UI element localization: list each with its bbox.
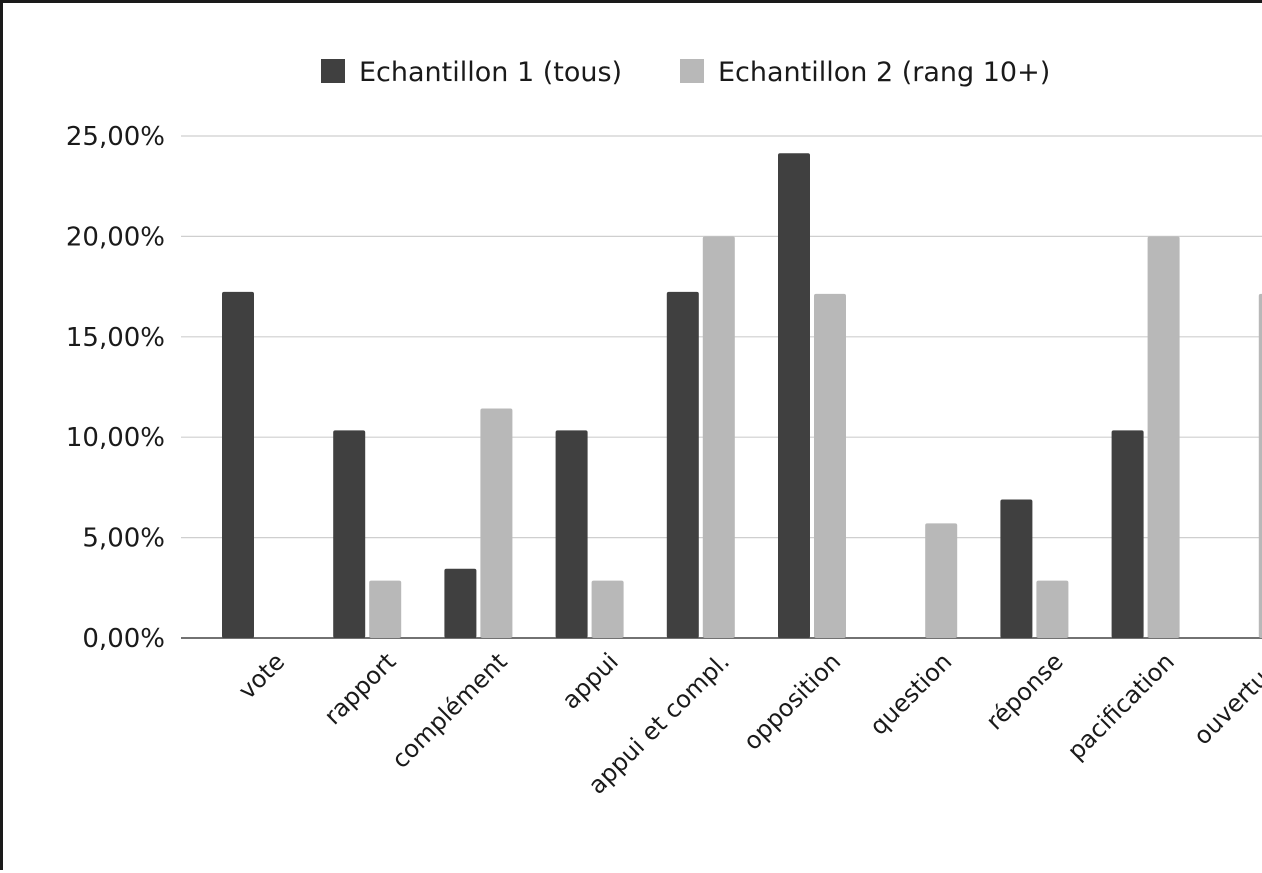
bar-series-1 — [444, 568, 477, 638]
x-tick-label: réponse — [981, 647, 1069, 735]
bar-chart: 0,00%5,00%10,00%15,00%20,00%25,00% vote r… — [66, 57, 1262, 800]
bar-series-2 — [814, 293, 846, 638]
bar-series-1 — [555, 430, 588, 638]
y-tick-label: 10,00% — [66, 423, 165, 453]
bar-series-2 — [1147, 236, 1180, 638]
bar-series-1 — [333, 430, 366, 638]
y-tick-label: 20,00% — [66, 222, 165, 252]
y-tick-label: 0,00% — [82, 624, 165, 654]
x-tick-label: rapport — [319, 647, 402, 730]
legend-swatch-series-2 — [680, 59, 704, 83]
x-tick-label: vote — [233, 647, 290, 704]
bar-series-2 — [1036, 580, 1069, 638]
y-tick-label: 5,00% — [82, 524, 165, 554]
x-tick-label: opposition — [738, 647, 846, 755]
bar-series-2 — [591, 580, 624, 638]
bar-series-1 — [778, 153, 810, 638]
bar-series-2 — [925, 523, 958, 638]
legend: Echantillon 1 (tous) Echantillon 2 (rang… — [321, 57, 1050, 88]
bar-series-1 — [1111, 430, 1144, 638]
x-tick-label: complément — [386, 647, 512, 773]
x-tick-label: pacification — [1062, 647, 1180, 765]
legend-swatch-series-1 — [321, 59, 345, 83]
y-axis: 0,00% 5,00% 10,00% 15,00% 20,00% 25,00% — [66, 122, 165, 654]
x-tick-label: appui — [557, 647, 624, 714]
bar-series-2 — [369, 580, 402, 638]
bar-series-1 — [1000, 499, 1033, 638]
x-tick-label: question — [864, 647, 957, 740]
bars — [222, 153, 1262, 638]
y-tick-label: 15,00% — [66, 323, 165, 353]
legend-label-series-2: Echantillon 2 (rang 10+) — [718, 57, 1050, 88]
x-tick-label: ouverture — [1188, 647, 1262, 750]
bar-series-2 — [702, 236, 735, 638]
bar-series-2 — [1258, 293, 1262, 638]
bar-series-1 — [222, 291, 254, 638]
bar-series-1 — [666, 291, 699, 638]
legend-label-series-1: Echantillon 1 (tous) — [359, 57, 622, 88]
y-tick-label: 25,00% — [66, 122, 165, 152]
bar-series-2 — [480, 408, 513, 638]
